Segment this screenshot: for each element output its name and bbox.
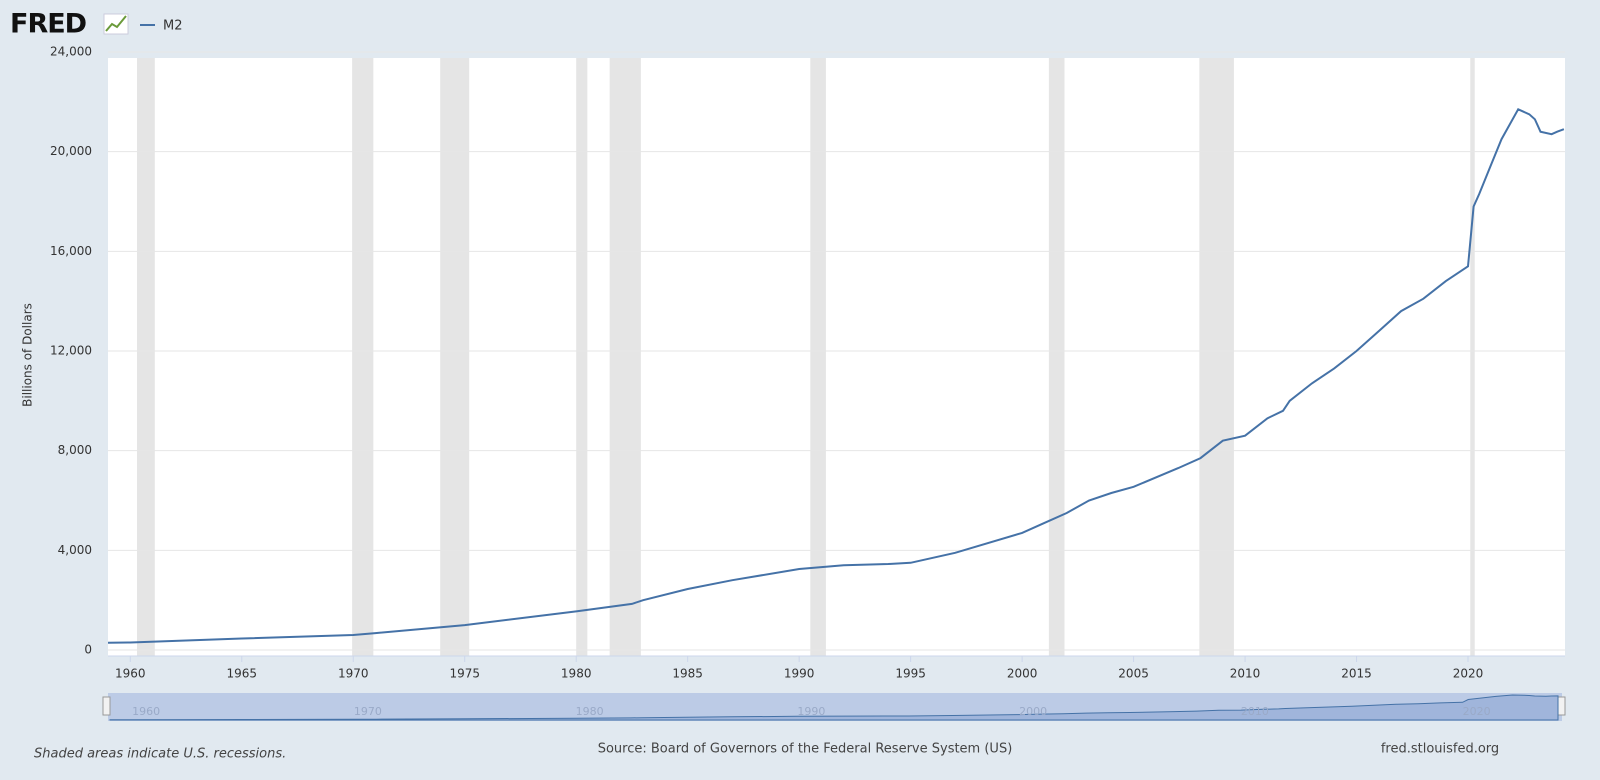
plot-layer — [107, 51, 1565, 656]
recession-band — [136, 58, 155, 656]
x-tick-label: 1980 — [561, 667, 592, 681]
navigator-tick-label: 2010 — [1241, 705, 1269, 718]
y-tick-label: 12,000 — [50, 344, 92, 358]
y-tick-label: 20,000 — [50, 144, 92, 158]
y-tick-label: 4,000 — [58, 543, 92, 557]
y-tick-label: 24,000 — [50, 45, 92, 59]
y-tick-label: 8,000 — [58, 443, 92, 457]
x-tick-label: 1970 — [338, 667, 369, 681]
navigator-tick-label: 1990 — [797, 705, 825, 718]
y-tick-label: 16,000 — [50, 244, 92, 258]
navigator-line — [109, 694, 1559, 721]
plot-area — [108, 58, 1565, 656]
icon-line — [105, 15, 127, 32]
navigator-tick-label: 2000 — [1019, 705, 1047, 718]
icon-box — [103, 13, 129, 35]
recession-band — [440, 58, 470, 656]
source: Source: Board of Governors of the Federa… — [598, 742, 1013, 757]
legend-label: M2 — [163, 19, 183, 34]
x-tick-label: 1960 — [115, 667, 146, 681]
navigator-tick-label: 1960 — [132, 705, 160, 718]
recession-band — [352, 58, 374, 656]
recession-band — [1048, 58, 1065, 656]
y-axis-label: Billions of Dollars — [21, 303, 35, 407]
x-tick-label: 2000 — [1007, 667, 1038, 681]
navigator-tick-label: 2020 — [1463, 705, 1491, 718]
recession-band — [576, 58, 588, 656]
site: fred.stlouisfed.org — [1381, 742, 1499, 757]
x-tick-label: 1975 — [449, 667, 480, 681]
x-tick-label: 1965 — [226, 667, 257, 681]
navigator-tick-label: 1980 — [576, 705, 604, 718]
x-tick-label: 1995 — [895, 667, 926, 681]
x-tick-label: 2005 — [1118, 667, 1149, 681]
x-tick-label: 2010 — [1230, 667, 1261, 681]
logo-icon — [103, 13, 129, 35]
navigator-handle[interactable] — [102, 696, 111, 716]
x-tick-label: 2020 — [1453, 667, 1484, 681]
x-tick-label: 1990 — [784, 667, 815, 681]
logo: FRED — [10, 9, 86, 40]
navigator-handle[interactable] — [1557, 696, 1566, 716]
navigator-tick-label: 1970 — [354, 705, 382, 718]
series-line — [107, 108, 1565, 644]
y-tick-label: 0 — [84, 643, 92, 657]
recession-note: Shaded areas indicate U.S. recessions. — [34, 747, 286, 762]
recession-band — [1470, 58, 1475, 656]
recession-band — [810, 58, 826, 656]
x-tick-label: 2015 — [1341, 667, 1372, 681]
recession-band — [1199, 58, 1234, 656]
x-tick-label: 1985 — [672, 667, 703, 681]
recession-band — [609, 58, 641, 656]
